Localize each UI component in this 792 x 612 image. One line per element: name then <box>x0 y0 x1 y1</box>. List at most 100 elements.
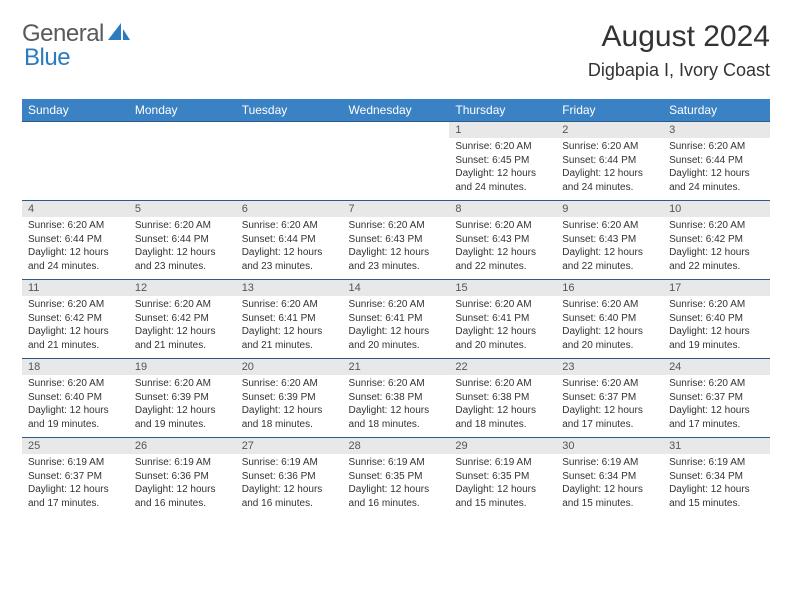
date-cell: 11 <box>22 280 129 297</box>
daylight-text: and 18 minutes. <box>242 418 337 432</box>
date-cell: 30 <box>556 438 663 455</box>
date-cell: 19 <box>129 359 236 376</box>
daylight-text: and 15 minutes. <box>455 497 550 511</box>
daylight-text: and 23 minutes. <box>349 260 444 274</box>
daylight-text: and 15 minutes. <box>562 497 657 511</box>
sunset-text: Sunset: 6:42 PM <box>28 312 123 326</box>
logo-text-blue: Blue <box>24 44 70 71</box>
date-cell: 8 <box>449 201 556 218</box>
date-cell: 24 <box>663 359 770 376</box>
daylight-text: Daylight: 12 hours <box>562 483 657 497</box>
content-cell: Sunrise: 6:19 AMSunset: 6:36 PMDaylight:… <box>236 454 343 516</box>
daylight-text: Daylight: 12 hours <box>562 167 657 181</box>
location: Digbapia I, Ivory Coast <box>588 60 770 81</box>
daylight-text: Daylight: 12 hours <box>28 483 123 497</box>
content-cell: Sunrise: 6:19 AMSunset: 6:34 PMDaylight:… <box>663 454 770 516</box>
sunrise-text: Sunrise: 6:20 AM <box>455 377 550 391</box>
day-header-wednesday: Wednesday <box>343 99 450 122</box>
content-cell: Sunrise: 6:19 AMSunset: 6:34 PMDaylight:… <box>556 454 663 516</box>
daylight-text: Daylight: 12 hours <box>135 404 230 418</box>
sunrise-text: Sunrise: 6:20 AM <box>669 140 764 154</box>
sunset-text: Sunset: 6:40 PM <box>28 391 123 405</box>
day-header-monday: Monday <box>129 99 236 122</box>
date-cell: 15 <box>449 280 556 297</box>
sunset-text: Sunset: 6:41 PM <box>242 312 337 326</box>
content-cell: Sunrise: 6:20 AMSunset: 6:43 PMDaylight:… <box>343 217 450 280</box>
sunset-text: Sunset: 6:45 PM <box>455 154 550 168</box>
daylight-text: Daylight: 12 hours <box>455 404 550 418</box>
daylight-text: and 20 minutes. <box>455 339 550 353</box>
daylight-text: Daylight: 12 hours <box>562 325 657 339</box>
page-header: General August 2024 Digbapia I, Ivory Co… <box>22 20 770 81</box>
daylight-text: Daylight: 12 hours <box>28 404 123 418</box>
sunrise-text: Sunrise: 6:19 AM <box>455 456 550 470</box>
sunrise-text: Sunrise: 6:19 AM <box>349 456 444 470</box>
day-header-thursday: Thursday <box>449 99 556 122</box>
daylight-text: and 16 minutes. <box>349 497 444 511</box>
date-cell <box>22 122 129 139</box>
week-3-dates: 11 12 13 14 15 16 17 <box>22 280 770 297</box>
content-cell: Sunrise: 6:20 AMSunset: 6:41 PMDaylight:… <box>449 296 556 359</box>
daylight-text: and 18 minutes. <box>349 418 444 432</box>
sunrise-text: Sunrise: 6:20 AM <box>562 219 657 233</box>
content-cell: Sunrise: 6:20 AMSunset: 6:43 PMDaylight:… <box>449 217 556 280</box>
content-cell: Sunrise: 6:20 AMSunset: 6:39 PMDaylight:… <box>129 375 236 438</box>
date-cell <box>343 122 450 139</box>
sunset-text: Sunset: 6:39 PM <box>242 391 337 405</box>
daylight-text: and 20 minutes. <box>349 339 444 353</box>
calendar-table: Sunday Monday Tuesday Wednesday Thursday… <box>22 99 770 516</box>
date-cell: 7 <box>343 201 450 218</box>
sunrise-text: Sunrise: 6:20 AM <box>562 298 657 312</box>
daylight-text: Daylight: 12 hours <box>669 167 764 181</box>
sunrise-text: Sunrise: 6:20 AM <box>562 377 657 391</box>
sunset-text: Sunset: 6:44 PM <box>562 154 657 168</box>
sunrise-text: Sunrise: 6:20 AM <box>28 377 123 391</box>
daylight-text: and 20 minutes. <box>562 339 657 353</box>
date-cell <box>236 122 343 139</box>
sunrise-text: Sunrise: 6:20 AM <box>242 219 337 233</box>
content-cell <box>343 138 450 201</box>
daylight-text: Daylight: 12 hours <box>242 404 337 418</box>
sunset-text: Sunset: 6:36 PM <box>135 470 230 484</box>
daylight-text: and 24 minutes. <box>455 181 550 195</box>
content-cell: Sunrise: 6:20 AMSunset: 6:41 PMDaylight:… <box>343 296 450 359</box>
date-cell: 17 <box>663 280 770 297</box>
sunrise-text: Sunrise: 6:20 AM <box>669 298 764 312</box>
daylight-text: Daylight: 12 hours <box>28 325 123 339</box>
daylight-text: and 21 minutes. <box>28 339 123 353</box>
daylight-text: Daylight: 12 hours <box>455 167 550 181</box>
sunset-text: Sunset: 6:38 PM <box>349 391 444 405</box>
daylight-text: Daylight: 12 hours <box>135 325 230 339</box>
sunrise-text: Sunrise: 6:20 AM <box>135 219 230 233</box>
sunrise-text: Sunrise: 6:20 AM <box>242 377 337 391</box>
date-cell: 21 <box>343 359 450 376</box>
sunset-text: Sunset: 6:43 PM <box>349 233 444 247</box>
sunrise-text: Sunrise: 6:19 AM <box>669 456 764 470</box>
daylight-text: and 17 minutes. <box>562 418 657 432</box>
daylight-text: Daylight: 12 hours <box>669 246 764 260</box>
title-block: August 2024 Digbapia I, Ivory Coast <box>588 20 770 81</box>
sunset-text: Sunset: 6:37 PM <box>669 391 764 405</box>
week-4-dates: 18 19 20 21 22 23 24 <box>22 359 770 376</box>
daylight-text: and 22 minutes. <box>455 260 550 274</box>
content-cell <box>22 138 129 201</box>
sunset-text: Sunset: 6:38 PM <box>455 391 550 405</box>
date-cell: 31 <box>663 438 770 455</box>
content-cell: Sunrise: 6:20 AMSunset: 6:37 PMDaylight:… <box>663 375 770 438</box>
daylight-text: Daylight: 12 hours <box>349 483 444 497</box>
date-cell: 6 <box>236 201 343 218</box>
sunset-text: Sunset: 6:37 PM <box>562 391 657 405</box>
sunset-text: Sunset: 6:43 PM <box>562 233 657 247</box>
content-cell: Sunrise: 6:20 AMSunset: 6:40 PMDaylight:… <box>22 375 129 438</box>
date-cell: 1 <box>449 122 556 139</box>
daylight-text: Daylight: 12 hours <box>135 483 230 497</box>
daylight-text: and 15 minutes. <box>669 497 764 511</box>
date-cell: 9 <box>556 201 663 218</box>
sunrise-text: Sunrise: 6:20 AM <box>349 377 444 391</box>
daylight-text: Daylight: 12 hours <box>455 246 550 260</box>
daylight-text: and 17 minutes. <box>28 497 123 511</box>
sunrise-text: Sunrise: 6:19 AM <box>135 456 230 470</box>
daylight-text: Daylight: 12 hours <box>562 404 657 418</box>
week-5-content: Sunrise: 6:19 AMSunset: 6:37 PMDaylight:… <box>22 454 770 516</box>
sunset-text: Sunset: 6:40 PM <box>562 312 657 326</box>
